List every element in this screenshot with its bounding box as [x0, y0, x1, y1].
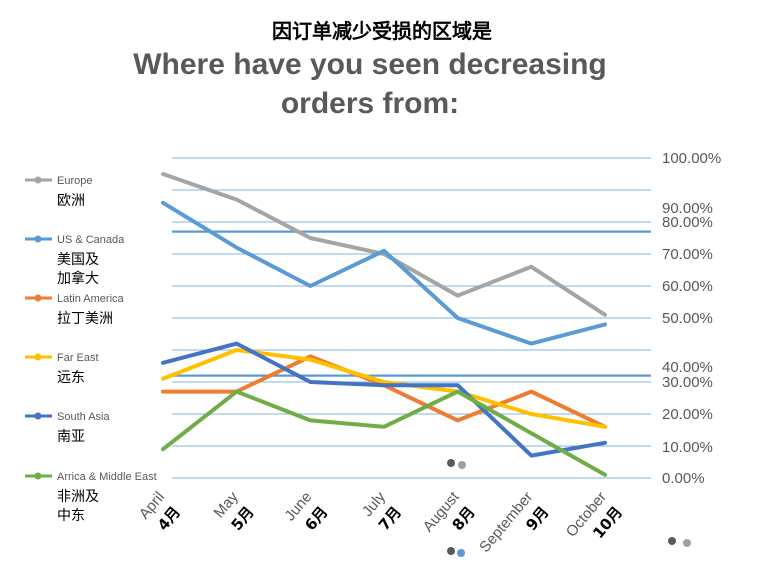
y-tick-label: 10.00% [662, 439, 713, 456]
y-tick-label: 20.00% [662, 406, 713, 423]
legend-label-cn: 南亚 [57, 429, 85, 445]
legend-label-cn: 远东 [57, 370, 85, 386]
decorative-dot [458, 461, 466, 469]
legend-marker [34, 412, 42, 420]
legend-label-cn: 非洲及 [57, 489, 99, 505]
series-line [161, 200, 607, 346]
y-tick-label: 50.00% [662, 310, 713, 327]
y-tick-label: 80.00% [662, 214, 713, 231]
legend-label: South Asia [57, 411, 110, 423]
decorative-dot [668, 537, 676, 545]
series-line [161, 172, 607, 317]
legend-marker [34, 353, 42, 361]
series-line [161, 389, 607, 477]
legend-label: Europe [57, 175, 92, 187]
legend-label-cn: 中东 [57, 508, 85, 524]
legend-label: Latin America [57, 293, 125, 305]
decorative-dot [447, 459, 455, 467]
legend-label-cn: 拉丁美洲 [57, 311, 113, 327]
legend-label: Arrica & Middle East [57, 471, 157, 483]
legend-marker [34, 294, 42, 302]
y-tick-label: 40.00% [662, 359, 713, 376]
y-tick-label: 60.00% [662, 278, 713, 295]
series-lines [161, 172, 607, 477]
y-axis-ticks: 100.00% 90.00%80.00% 70.00% 60.00% 50.00% 40.… [662, 150, 721, 487]
legend-marker [34, 176, 42, 184]
series-line [161, 341, 607, 458]
series-line [161, 348, 607, 429]
grid [172, 157, 651, 479]
y-tick-label: 0.00% [662, 470, 705, 487]
legend-marker [34, 235, 42, 243]
legend-label-cn: 美国及 [57, 252, 99, 268]
decorative-dot [447, 547, 455, 555]
y-tick-label: 90.00% [662, 200, 713, 217]
legend-label: US & Canada [57, 234, 125, 246]
y-tick-label: 30.00% [662, 374, 713, 391]
decorative-dot [683, 539, 691, 547]
chart-title-cn: 因订单减少受损的区域是 [272, 19, 492, 43]
chart-title-line-2: orders from: [281, 87, 459, 120]
y-tick-label: 100.00% [662, 150, 721, 167]
decorative-dot [457, 549, 465, 557]
legend-marker [34, 472, 42, 480]
legend-label-cn: 欧洲 [57, 193, 85, 209]
legend-label: Far East [57, 352, 99, 364]
y-tick-label: 70.00% [662, 246, 713, 263]
chart-title-line-1: Where have you seen decreasing [133, 48, 607, 81]
decorative-dots [447, 459, 691, 557]
legend-label-cn: 加拿大 [57, 270, 99, 287]
